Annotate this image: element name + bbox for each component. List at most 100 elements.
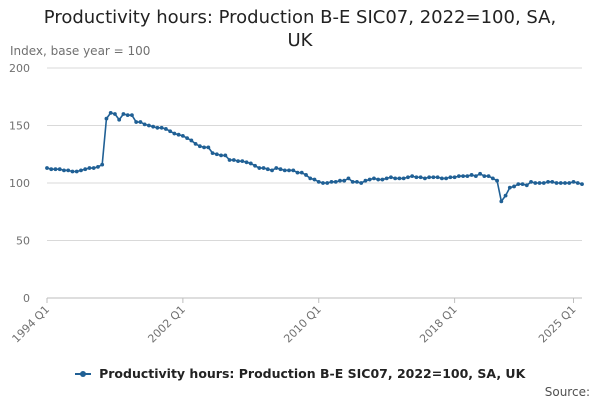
- data-point: [571, 179, 576, 184]
- data-point: [461, 174, 466, 179]
- x-tick-label: 2025 Q1: [536, 303, 579, 346]
- legend[interactable]: Productivity hours: Production B-E SIC07…: [0, 365, 600, 381]
- data-point: [367, 177, 372, 182]
- data-point: [66, 168, 71, 173]
- data-point: [533, 181, 538, 185]
- data-point: [567, 181, 572, 185]
- data-point: [482, 174, 487, 179]
- data-point: [138, 120, 143, 124]
- data-point: [91, 166, 96, 170]
- data-point: [202, 145, 207, 150]
- data-point: [558, 181, 563, 185]
- data-point: [113, 112, 117, 116]
- data-point: [363, 178, 368, 183]
- data-point: [486, 174, 491, 179]
- data-point: [376, 177, 381, 182]
- data-point: [210, 151, 215, 156]
- data-point: [100, 162, 105, 167]
- data-point: [495, 178, 499, 183]
- data-point: [270, 168, 274, 173]
- data-point: [410, 174, 415, 179]
- data-point: [575, 181, 580, 185]
- data-point: [223, 153, 228, 158]
- legend-swatch-icon: [74, 369, 91, 379]
- data-point: [397, 176, 402, 181]
- data-point: [121, 112, 126, 116]
- data-point: [529, 179, 533, 184]
- data-point: [524, 183, 529, 188]
- x-tick-label: 2018 Q1: [417, 303, 460, 346]
- data-point: [142, 122, 147, 127]
- x-tick-label: 1994 Q1: [10, 303, 53, 346]
- data-point: [117, 117, 122, 122]
- data-point: [248, 161, 253, 166]
- data-point: [163, 127, 168, 131]
- data-point: [312, 177, 317, 182]
- data-point: [333, 179, 338, 184]
- legend-label: Productivity hours: Production B-E SIC07…: [99, 366, 526, 381]
- data-point: [401, 176, 406, 181]
- data-point: [439, 176, 444, 181]
- data-point: [176, 132, 181, 137]
- data-point: [159, 125, 164, 130]
- data-point: [104, 116, 109, 121]
- data-point: [372, 176, 376, 181]
- y-tick-label: 50: [16, 235, 30, 248]
- data-point: [338, 178, 342, 183]
- data-point: [325, 181, 330, 185]
- y-tick-label: 150: [9, 120, 30, 133]
- data-point: [512, 184, 516, 189]
- data-point: [465, 174, 470, 179]
- data-point: [393, 176, 398, 181]
- data-point: [389, 175, 393, 180]
- data-point: [550, 179, 555, 184]
- chart-title-line-2: UK: [287, 30, 313, 51]
- y-tick-label: 100: [9, 177, 30, 190]
- data-point: [342, 178, 347, 183]
- data-point: [444, 176, 449, 181]
- data-point: [456, 174, 461, 179]
- data-point: [321, 181, 325, 185]
- data-point: [316, 179, 321, 184]
- data-point: [227, 158, 232, 162]
- data-point: [185, 136, 190, 141]
- data-point: [350, 179, 355, 184]
- data-point: [478, 171, 482, 176]
- data-point: [490, 176, 495, 181]
- data-point: [197, 144, 202, 149]
- data-point: [406, 175, 410, 180]
- data-point: [244, 160, 249, 165]
- data-point: [130, 113, 134, 118]
- data-point: [147, 123, 151, 128]
- data-point: [155, 125, 160, 130]
- data-point: [53, 167, 58, 172]
- data-point: [265, 167, 270, 172]
- data-point: [580, 182, 584, 187]
- data-point: [469, 173, 474, 177]
- data-point: [193, 142, 198, 146]
- data-point: [418, 175, 423, 180]
- data-point: [57, 167, 62, 172]
- data-point: [236, 159, 240, 164]
- data-point: [503, 193, 508, 198]
- data-point: [291, 168, 296, 173]
- data-point: [346, 176, 351, 181]
- data-point: [62, 168, 66, 173]
- data-point: [520, 182, 525, 187]
- data-point: [253, 163, 257, 168]
- data-point: [304, 173, 308, 177]
- data-point: [414, 175, 419, 180]
- data-point: [49, 167, 54, 172]
- data-point: [452, 175, 457, 180]
- data-point: [206, 145, 211, 150]
- data-point: [261, 166, 266, 170]
- data-point: [108, 110, 113, 115]
- data-point: [380, 177, 385, 182]
- data-point: [329, 179, 334, 184]
- chart-title-line-1: Productivity hours: Production B-E SIC07…: [43, 7, 557, 28]
- data-point: [45, 166, 49, 170]
- data-point: [180, 133, 185, 138]
- data-point: [125, 113, 130, 118]
- data-point: [516, 182, 521, 187]
